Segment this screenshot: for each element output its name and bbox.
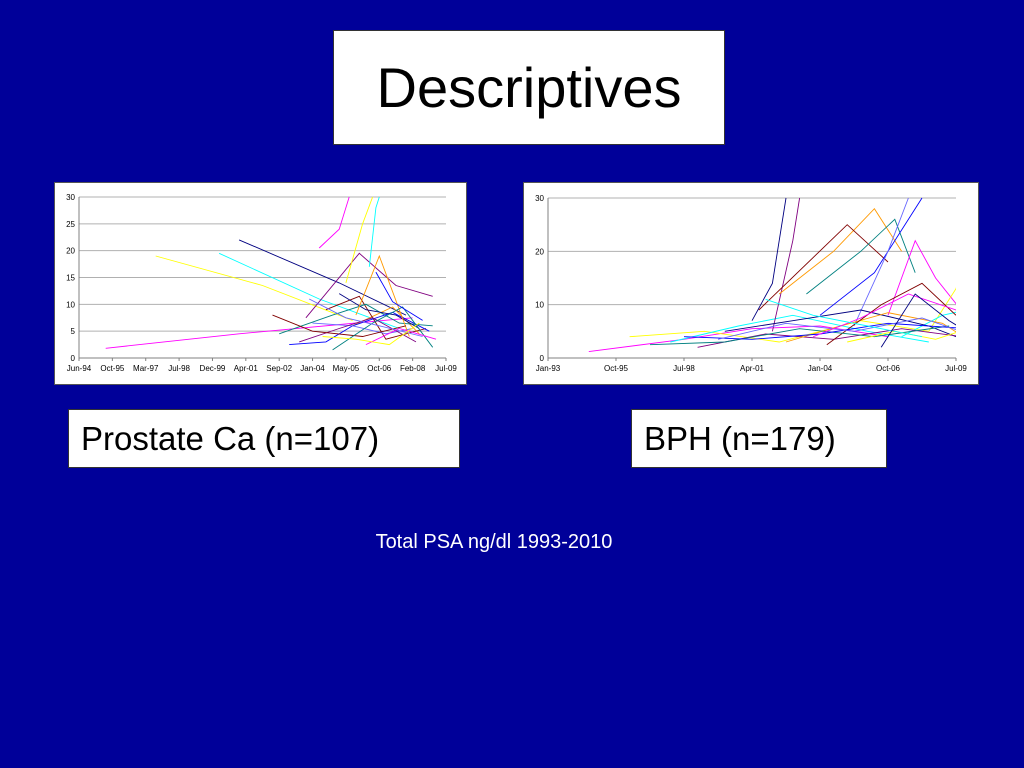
slide-title: Descriptives (376, 56, 682, 119)
bph-series-line (853, 197, 909, 327)
prostate-ca-series-line (308, 298, 423, 337)
prostate-ca-x-tick-label: Jul-09 (435, 364, 457, 373)
bph-chart: 0 10 20 30 Jan-93 Oct-95 Jul-98 Apr-01 Jan-04 Oct… (523, 182, 979, 385)
bph-series-line (724, 309, 956, 338)
prostate-ca-y-tick-label: 5 (71, 327, 76, 336)
bph-chart-svg: 0 10 20 30 Jan-93 Oct-95 Jul-98 Apr-01 Jan-04 Oct… (535, 194, 967, 373)
bph-caption-box: BPH (n=179) (631, 409, 887, 468)
prostate-ca-series-line (368, 196, 380, 267)
bph-series-line (771, 197, 801, 332)
bph-series-line (880, 293, 956, 348)
bph-y-tick-label: 20 (535, 247, 544, 256)
bph-x-tick-label: Jan-04 (808, 364, 833, 373)
bph-series-line (697, 328, 956, 348)
prostate-ca-x-tick-label: Jun-94 (67, 364, 92, 373)
prostate-ca-series-line (338, 293, 420, 329)
prostate-ca-caption: Prostate Ca (n=107) (81, 419, 380, 457)
prostate-ca-y-tick-label: 20 (66, 247, 75, 256)
bph-series-line (751, 197, 787, 321)
prostate-ca-caption-box: Prostate Ca (n=107) (68, 409, 460, 468)
bph-x-tick-label: Jan-93 (536, 364, 561, 373)
prostate-ca-x-tick-label: Apr-01 (234, 364, 259, 373)
bph-x-tick-label: Jul-09 (945, 364, 967, 373)
prostate-ca-series-line (279, 303, 433, 335)
prostate-ca-x-tick-label: Mar-97 (133, 364, 159, 373)
bph-x-tick-label: Oct-95 (604, 364, 629, 373)
bph-series-line (778, 207, 902, 295)
prostate-ca-x-tick-label: Jan-04 (300, 364, 325, 373)
prostate-ca-x-tick-label: Jul-98 (168, 364, 190, 373)
prostate-ca-series-line (375, 271, 423, 321)
prostate-ca-x-tick-label: May-05 (333, 364, 360, 373)
prostate-ca-series-line (332, 306, 434, 351)
bph-caption: BPH (n=179) (644, 419, 836, 457)
psa-footnote: Total PSA ng/dl 1993-2010 (375, 531, 613, 553)
bph-series-line (813, 293, 956, 338)
bph-series-group (588, 197, 956, 353)
prostate-ca-x-tick-label: Feb-08 (400, 364, 426, 373)
prostate-ca-x-tick-label: Dec-99 (200, 364, 226, 373)
bph-y-tick-label: 10 (535, 301, 544, 310)
prostate-ca-chart-svg: 0 5 10 15 20 25 30 Jun-94 Oct-95 Mar-97 Jul-98 Dec-… (66, 193, 457, 373)
bph-x-tick-label: Oct-06 (876, 364, 901, 373)
prostate-ca-x-tick-label: Oct-06 (367, 364, 392, 373)
prostate-ca-y-tick-label: 30 (66, 193, 75, 202)
prostate-ca-y-tick-label: 25 (66, 220, 75, 229)
prostate-ca-series-line (355, 254, 410, 337)
bph-series-line (649, 325, 950, 346)
bph-series-line (819, 197, 923, 316)
prostate-ca-series-line (238, 239, 407, 316)
bph-y-tick-label: 0 (540, 354, 545, 363)
bph-x-tick-label: Jul-98 (673, 364, 695, 373)
prostate-ca-y-tick-label: 10 (66, 300, 75, 309)
prostate-ca-series-group (105, 196, 437, 351)
prostate-ca-chart: 0 5 10 15 20 25 30 Jun-94 Oct-95 Mar-97 Jul-98 Dec-… (54, 182, 467, 385)
prostate-ca-series-line (272, 314, 407, 337)
prostate-ca-x-tick-label: Sep-02 (266, 364, 292, 373)
prostate-ca-series-line (155, 255, 353, 321)
slide-title-box: Descriptives (333, 30, 725, 145)
bph-series-line (717, 317, 956, 340)
bph-series-line (806, 218, 916, 295)
prostate-ca-series-line (318, 196, 350, 249)
prostate-ca-y-tick-label: 15 (66, 274, 75, 283)
prostate-ca-series-line (345, 196, 374, 284)
prostate-ca-x-tick-label: Oct-95 (100, 364, 125, 373)
bph-series-line (887, 239, 956, 316)
bph-series-line (765, 298, 923, 338)
prostate-ca-series-line (305, 252, 433, 319)
prostate-ca-series-line (365, 328, 437, 346)
bph-y-tick-label: 30 (535, 194, 544, 203)
bph-series-line (826, 282, 956, 346)
bph-series-line (758, 224, 889, 311)
prostate-ca-y-tick-label: 0 (71, 354, 76, 363)
bph-series-line (901, 311, 956, 338)
bph-x-tick-label: Apr-01 (740, 364, 765, 373)
bph-series-line (928, 287, 956, 332)
prostate-ca-series-line (322, 322, 420, 346)
